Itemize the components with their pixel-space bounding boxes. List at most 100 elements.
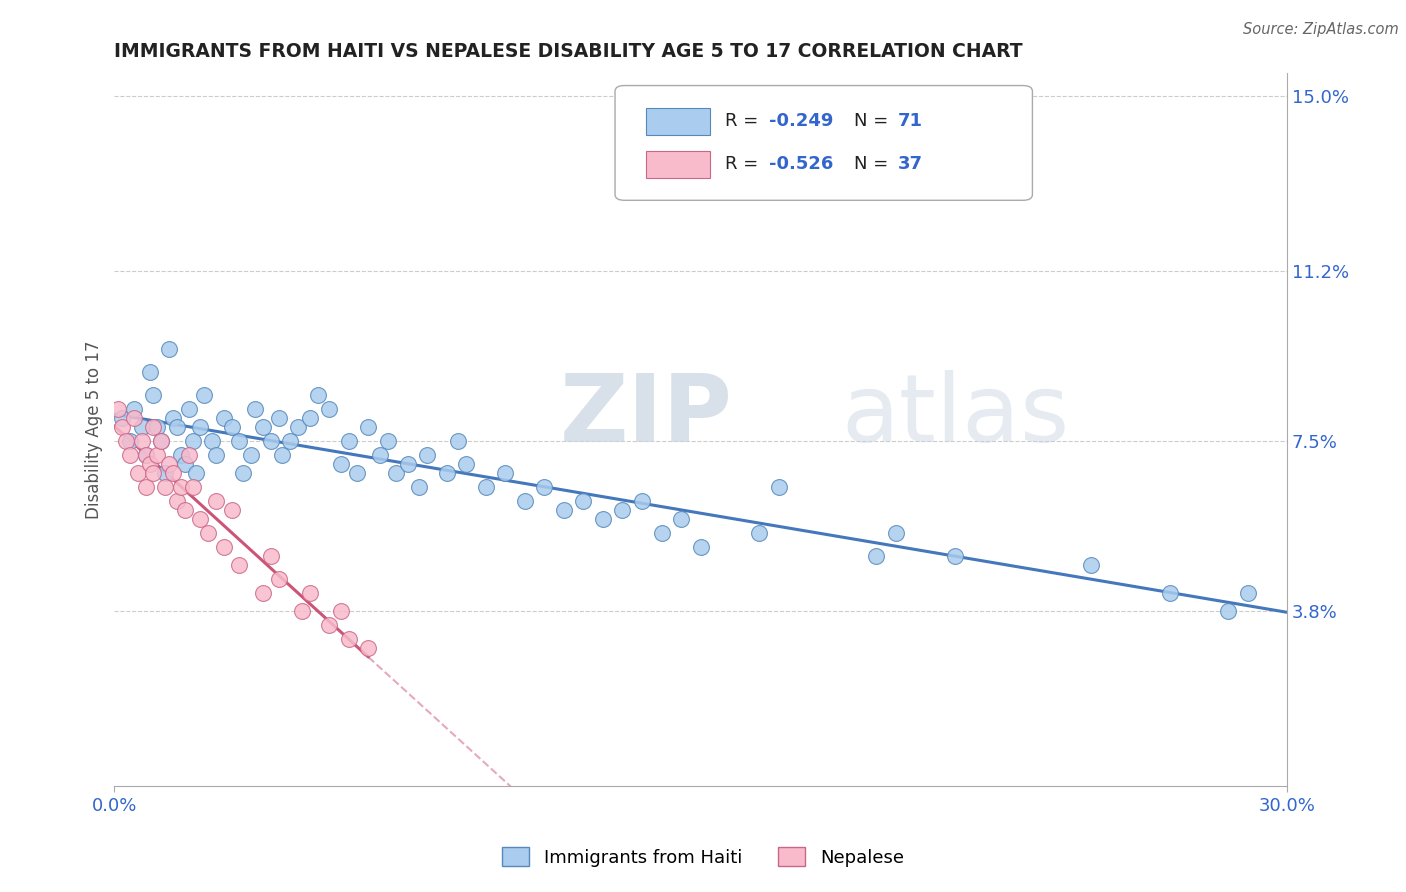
Point — [181, 480, 204, 494]
Point — [768, 480, 790, 494]
Point — [127, 467, 149, 481]
Point — [252, 420, 274, 434]
Text: atlas: atlas — [841, 369, 1070, 461]
Text: 71: 71 — [897, 112, 922, 130]
Point — [122, 411, 145, 425]
FancyBboxPatch shape — [614, 86, 1032, 201]
Point — [118, 434, 141, 449]
FancyBboxPatch shape — [645, 151, 710, 178]
Point — [150, 434, 173, 449]
Point — [513, 494, 536, 508]
Point — [135, 448, 157, 462]
Point — [166, 494, 188, 508]
Point — [318, 618, 340, 632]
Point — [131, 434, 153, 449]
Point — [138, 365, 160, 379]
Point — [1218, 604, 1240, 618]
Point — [135, 480, 157, 494]
Point — [377, 434, 399, 449]
Point — [1159, 586, 1181, 600]
Point — [416, 448, 439, 462]
Point — [669, 512, 692, 526]
Point — [689, 540, 711, 554]
Point — [186, 467, 208, 481]
Point — [533, 480, 555, 494]
Point — [190, 512, 212, 526]
Point — [201, 434, 224, 449]
Point — [298, 411, 321, 425]
Point — [177, 448, 200, 462]
Point — [307, 388, 329, 402]
Point — [197, 526, 219, 541]
Text: N =: N = — [855, 155, 894, 173]
Point — [447, 434, 470, 449]
Point — [166, 420, 188, 434]
Point — [146, 420, 169, 434]
Point — [1080, 558, 1102, 573]
Point — [107, 402, 129, 417]
Point — [436, 467, 458, 481]
Text: N =: N = — [855, 112, 894, 130]
Point — [135, 448, 157, 462]
Text: R =: R = — [725, 112, 765, 130]
Point — [357, 420, 380, 434]
Point — [162, 467, 184, 481]
Point — [408, 480, 430, 494]
Point — [337, 632, 360, 646]
Point — [278, 434, 301, 449]
Point — [631, 494, 654, 508]
Point — [131, 420, 153, 434]
Point — [173, 503, 195, 517]
Point — [181, 434, 204, 449]
Point — [240, 448, 263, 462]
Point — [572, 494, 595, 508]
Text: R =: R = — [725, 155, 765, 173]
Point — [173, 457, 195, 471]
Text: ZIP: ZIP — [560, 369, 733, 461]
Point — [337, 434, 360, 449]
Point — [330, 457, 353, 471]
Y-axis label: Disability Age 5 to 17: Disability Age 5 to 17 — [86, 341, 103, 519]
Point — [260, 434, 283, 449]
Point — [748, 526, 770, 541]
Point — [298, 586, 321, 600]
Point — [221, 420, 243, 434]
Point — [190, 420, 212, 434]
Point — [146, 448, 169, 462]
Point — [212, 540, 235, 554]
Legend: Immigrants from Haiti, Nepalese: Immigrants from Haiti, Nepalese — [495, 840, 911, 874]
Point — [170, 480, 193, 494]
Point — [553, 503, 575, 517]
Point — [271, 448, 294, 462]
Point — [346, 467, 368, 481]
Point — [865, 549, 887, 564]
Point — [212, 411, 235, 425]
Point — [155, 480, 177, 494]
Point — [456, 457, 478, 471]
Point — [162, 411, 184, 425]
Text: Source: ZipAtlas.com: Source: ZipAtlas.com — [1243, 22, 1399, 37]
Point — [243, 402, 266, 417]
Point — [205, 448, 228, 462]
Point — [357, 641, 380, 656]
Point — [170, 448, 193, 462]
Text: -0.249: -0.249 — [769, 112, 832, 130]
Point — [232, 467, 254, 481]
FancyBboxPatch shape — [645, 108, 710, 136]
Point — [111, 420, 134, 434]
Point — [330, 604, 353, 618]
Point — [142, 467, 165, 481]
Point — [943, 549, 966, 564]
Point — [177, 402, 200, 417]
Text: -0.526: -0.526 — [769, 155, 832, 173]
Point — [142, 420, 165, 434]
Point — [651, 526, 673, 541]
Text: 37: 37 — [897, 155, 922, 173]
Point — [157, 457, 180, 471]
Point — [267, 572, 290, 586]
Point — [228, 434, 250, 449]
Point — [150, 434, 173, 449]
Point — [142, 388, 165, 402]
Point — [385, 467, 408, 481]
Point — [318, 402, 340, 417]
